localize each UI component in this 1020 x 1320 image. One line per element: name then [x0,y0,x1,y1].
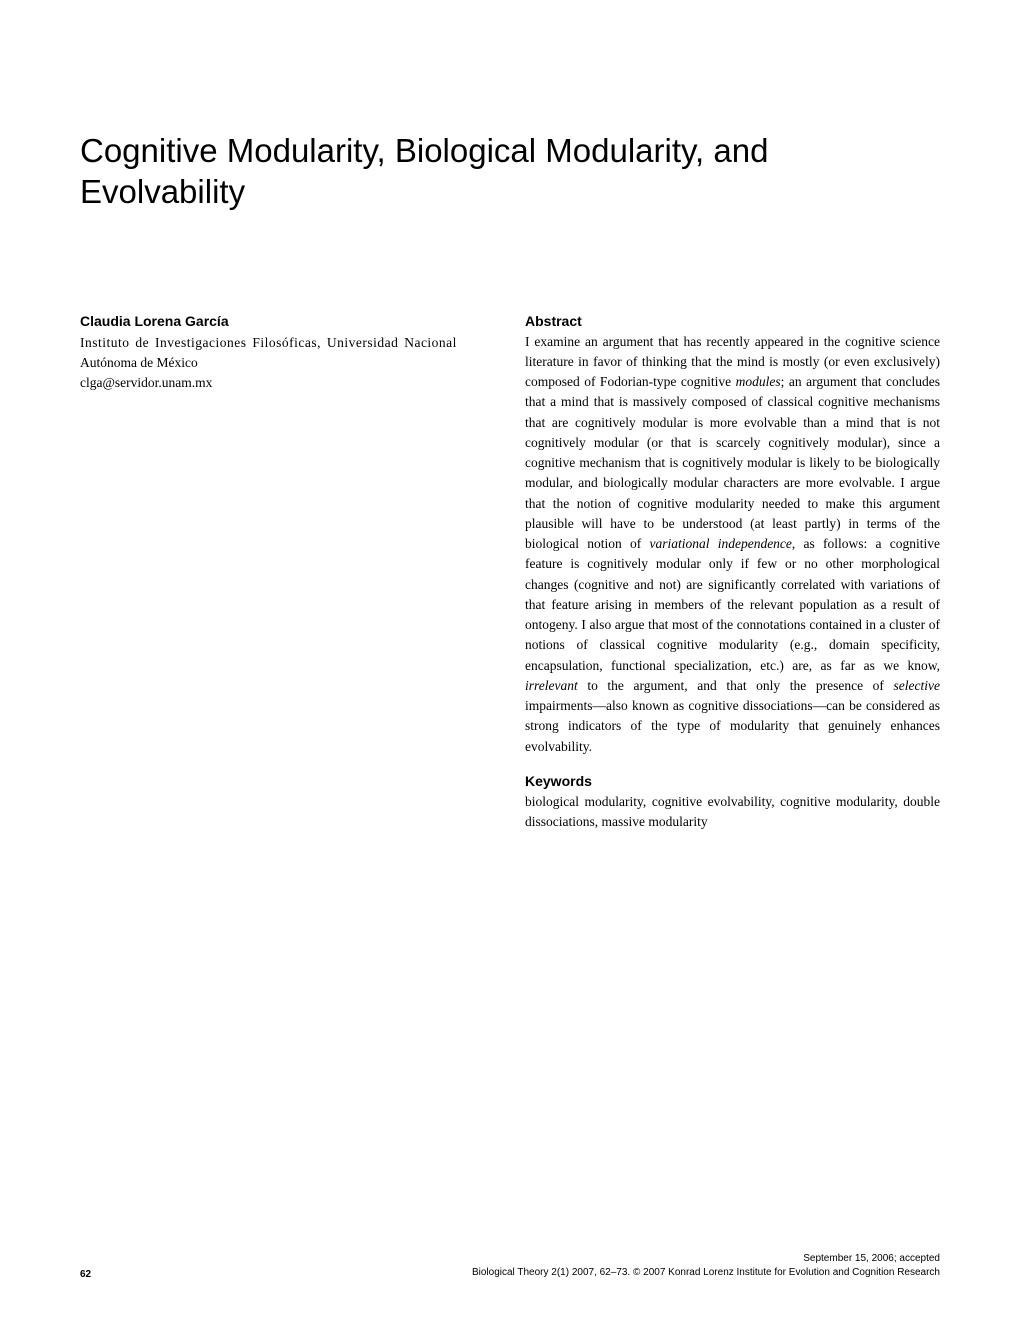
abstract-column: Abstract I examine an argument that has … [525,313,940,833]
article-title: Cognitive Modularity, Biological Modular… [80,130,940,213]
keywords-text: biological modularity, cognitive evolvab… [525,792,940,833]
author-affiliation-line2: Autónoma de México [80,353,495,373]
abstract-heading: Abstract [525,313,940,329]
abstract-text: I examine an argument that has recently … [525,332,940,757]
abstract-part4: to the argument, and that only the prese… [578,678,894,693]
author-column: Claudia Lorena García Instituto de Inves… [80,313,495,833]
abstract-italic3: irrelevant [525,678,578,693]
author-name: Claudia Lorena García [80,313,495,329]
keywords-heading: Keywords [525,773,940,789]
author-email: clga@servidor.unam.mx [80,373,495,393]
author-affiliation-line1: Instituto de Investigaciones Filosóficas… [80,333,495,353]
abstract-part3: , as follows: a cognitive feature is cog… [525,536,940,673]
page-number: 62 [80,1269,91,1280]
abstract-italic2: variational independence [649,536,791,551]
footer-date: September 15, 2006; accepted [80,1252,940,1266]
abstract-italic4: selective [894,678,940,693]
page-footer: September 15, 2006; accepted Biological … [80,1252,940,1280]
abstract-italic1: modules [736,374,781,389]
footer-citation: Biological Theory 2(1) 2007, 62–73. © 20… [80,1266,940,1280]
abstract-part2: ; an argument that concludes that a mind… [525,374,940,551]
content-columns: Claudia Lorena García Instituto de Inves… [80,313,940,833]
abstract-part5: impairments—also known as cognitive diss… [525,698,940,754]
